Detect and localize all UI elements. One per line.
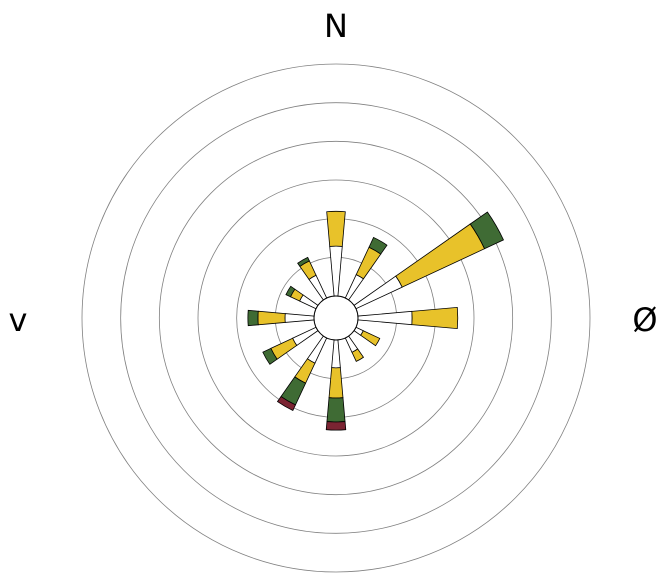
rose-segment — [299, 294, 319, 310]
rose-segment — [257, 310, 286, 326]
grid-ring — [197, 179, 475, 457]
rose-segment — [395, 223, 486, 288]
rose-segment — [469, 211, 505, 250]
rose-segment — [328, 367, 344, 399]
grid-ring — [158, 140, 514, 496]
rose-segment — [329, 245, 343, 297]
rose-segment — [344, 274, 365, 301]
rose-segment — [297, 256, 310, 267]
rose-segment — [331, 339, 341, 369]
rose-segment — [368, 236, 388, 255]
rose-segment — [285, 285, 296, 298]
east-label: Ø — [632, 301, 657, 339]
rose-segment — [284, 313, 315, 323]
rose-segment — [351, 348, 365, 362]
rose-segment — [326, 210, 346, 247]
rose-segment — [308, 274, 328, 301]
rose-segment — [276, 395, 297, 412]
rose-segment — [262, 347, 278, 365]
rose-segment — [306, 335, 328, 364]
grid-ring — [120, 102, 552, 534]
rose-segment — [326, 397, 346, 423]
north-label: N — [324, 7, 348, 45]
rose-segment — [325, 421, 347, 431]
rose-segment — [411, 306, 459, 330]
rose-segment — [292, 326, 319, 347]
west-label: v — [9, 301, 28, 339]
grid-ring — [81, 63, 591, 573]
rose-segment — [357, 310, 413, 326]
rose-segment — [247, 309, 259, 327]
center-hole — [313, 295, 359, 341]
rose-segment — [360, 330, 381, 347]
